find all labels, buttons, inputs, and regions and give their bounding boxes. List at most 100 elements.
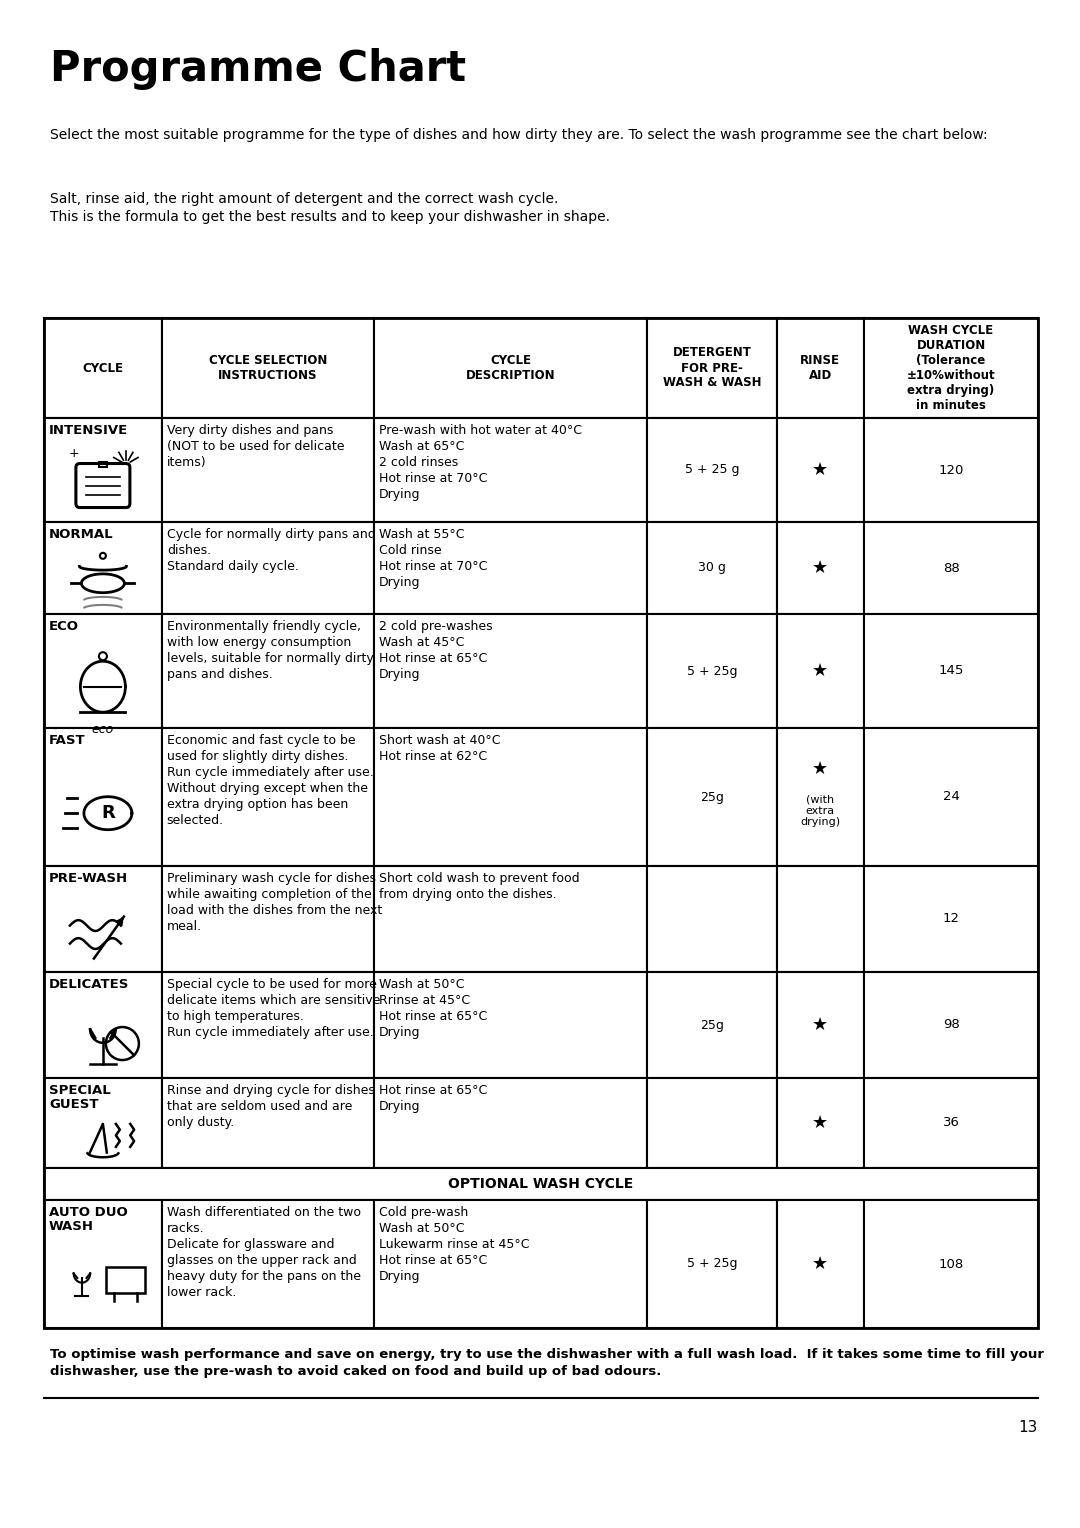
Bar (864, 866, 1038, 972)
Text: Select the most suitable programme for the type of dishes and how dirty they are: Select the most suitable programme for t… (50, 128, 987, 142)
Text: 13: 13 (1018, 1420, 1038, 1435)
Text: eco: eco (92, 723, 114, 736)
Text: ECO: ECO (49, 620, 79, 633)
Bar (777, 614, 864, 727)
Bar (162, 727, 374, 866)
Bar (44, 1167, 1038, 1199)
Bar (44, 614, 162, 727)
Text: 12: 12 (943, 912, 959, 926)
Text: 108: 108 (939, 1258, 963, 1270)
Text: SPECIAL: SPECIAL (49, 1083, 111, 1097)
Text: +: + (69, 448, 79, 460)
Bar (162, 419, 374, 523)
Bar (647, 419, 777, 523)
Text: 88: 88 (943, 561, 959, 575)
Text: 2 cold pre-washes
Wash at 45°C
Hot rinse at 65°C
Drying: 2 cold pre-washes Wash at 45°C Hot rinse… (379, 620, 492, 681)
Text: To optimise wash performance and save on energy, try to use the dishwasher with : To optimise wash performance and save on… (50, 1348, 1044, 1361)
Bar (162, 1199, 374, 1328)
Text: NORMAL: NORMAL (49, 529, 113, 541)
Bar (777, 972, 864, 1077)
Bar (44, 1077, 162, 1167)
Text: ★: ★ (812, 461, 828, 478)
Bar (162, 1077, 374, 1167)
Text: Wash at 50°C
Rrinse at 45°C
Hot rinse at 65°C
Drying: Wash at 50°C Rrinse at 45°C Hot rinse at… (379, 978, 487, 1039)
Text: 24: 24 (943, 790, 959, 804)
Bar (44, 866, 162, 972)
Text: 30 g: 30 g (698, 561, 726, 575)
Bar (647, 318, 777, 419)
Bar (647, 727, 777, 866)
Bar (44, 419, 162, 523)
Text: ★: ★ (812, 559, 828, 578)
Text: WASH CYCLE
DURATION
(Tolerance
±10%without
extra drying)
in minutes: WASH CYCLE DURATION (Tolerance ±10%witho… (907, 324, 996, 413)
Text: R: R (102, 804, 114, 822)
Text: Hot rinse at 65°C
Drying: Hot rinse at 65°C Drying (379, 1083, 487, 1112)
Text: Wash at 55°C
Cold rinse
Hot rinse at 70°C
Drying: Wash at 55°C Cold rinse Hot rinse at 70°… (379, 529, 487, 588)
Text: 25g: 25g (700, 790, 724, 804)
Bar (777, 727, 864, 866)
Text: ★: ★ (812, 761, 828, 778)
Text: FAST: FAST (49, 733, 85, 747)
Text: 5 + 25 g: 5 + 25 g (685, 463, 739, 477)
Text: GUEST: GUEST (49, 1099, 98, 1111)
Bar (777, 318, 864, 419)
Bar (864, 1077, 1038, 1167)
Bar (374, 1199, 647, 1328)
Bar (647, 972, 777, 1077)
Bar (162, 614, 374, 727)
Text: CYCLE SELECTION
INSTRUCTIONS: CYCLE SELECTION INSTRUCTIONS (208, 354, 327, 382)
Bar (374, 419, 647, 523)
Bar (374, 614, 647, 727)
Text: Economic and fast cycle to be
used for slightly dirty dishes.
Run cycle immediat: Economic and fast cycle to be used for s… (166, 733, 374, 827)
Text: 36: 36 (943, 1117, 959, 1129)
Text: CYCLE: CYCLE (82, 362, 123, 374)
Text: CYCLE
DESCRIPTION: CYCLE DESCRIPTION (465, 354, 555, 382)
Text: Cold pre-wash
Wash at 50°C
Lukewarm rinse at 45°C
Hot rinse at 65°C
Drying: Cold pre-wash Wash at 50°C Lukewarm rins… (379, 1206, 529, 1284)
Text: 145: 145 (939, 665, 963, 677)
Text: Special cycle to be used for more
delicate items which are sensitive
to high tem: Special cycle to be used for more delica… (166, 978, 380, 1039)
Bar (374, 1077, 647, 1167)
Bar (374, 318, 647, 419)
Bar (864, 972, 1038, 1077)
Bar (864, 318, 1038, 419)
Text: ★: ★ (812, 1114, 828, 1132)
Text: 25g: 25g (700, 1019, 724, 1031)
Bar (99, 461, 107, 466)
Text: OPTIONAL WASH CYCLE: OPTIONAL WASH CYCLE (448, 1177, 634, 1190)
Text: dishwasher, use the pre-wash to avoid caked on food and build up of bad odours.: dishwasher, use the pre-wash to avoid ca… (50, 1365, 661, 1378)
Text: 120: 120 (939, 463, 963, 477)
Text: Cycle for normally dirty pans and
dishes.
Standard daily cycle.: Cycle for normally dirty pans and dishes… (166, 529, 376, 573)
Text: Short wash at 40°C
Hot rinse at 62°C: Short wash at 40°C Hot rinse at 62°C (379, 733, 500, 762)
Text: 5 + 25g: 5 + 25g (687, 1258, 738, 1270)
Bar (374, 866, 647, 972)
Text: PRE-WASH: PRE-WASH (49, 872, 129, 885)
Text: 98: 98 (943, 1019, 959, 1031)
Text: (with
extra
drying): (with extra drying) (800, 795, 840, 828)
Bar (864, 419, 1038, 523)
Bar (864, 1199, 1038, 1328)
Bar (777, 1077, 864, 1167)
Text: AUTO DUO: AUTO DUO (49, 1206, 127, 1219)
Text: WASH: WASH (49, 1219, 94, 1233)
Bar (162, 866, 374, 972)
Bar (44, 523, 162, 614)
Bar (44, 1199, 162, 1328)
Text: RINSE
AID: RINSE AID (800, 354, 840, 382)
Bar (374, 523, 647, 614)
Bar (374, 972, 647, 1077)
Text: INTENSIVE: INTENSIVE (49, 423, 129, 437)
Bar (647, 614, 777, 727)
Bar (647, 1077, 777, 1167)
Bar (106, 1267, 145, 1293)
Text: Short cold wash to prevent food
from drying onto the dishes.: Short cold wash to prevent food from dry… (379, 872, 580, 902)
Text: Salt, rinse aid, the right amount of detergent and the correct wash cycle.: Salt, rinse aid, the right amount of det… (50, 193, 558, 206)
Bar (44, 318, 162, 419)
Bar (647, 866, 777, 972)
Bar (777, 523, 864, 614)
Bar (647, 1199, 777, 1328)
Bar (647, 523, 777, 614)
Text: Environmentally friendly cycle,
with low energy consumption
levels, suitable for: Environmentally friendly cycle, with low… (166, 620, 374, 681)
Text: Pre-wash with hot water at 40°C
Wash at 65°C
2 cold rinses
Hot rinse at 70°C
Dry: Pre-wash with hot water at 40°C Wash at … (379, 423, 582, 501)
Bar (864, 523, 1038, 614)
Text: ★: ★ (812, 662, 828, 680)
